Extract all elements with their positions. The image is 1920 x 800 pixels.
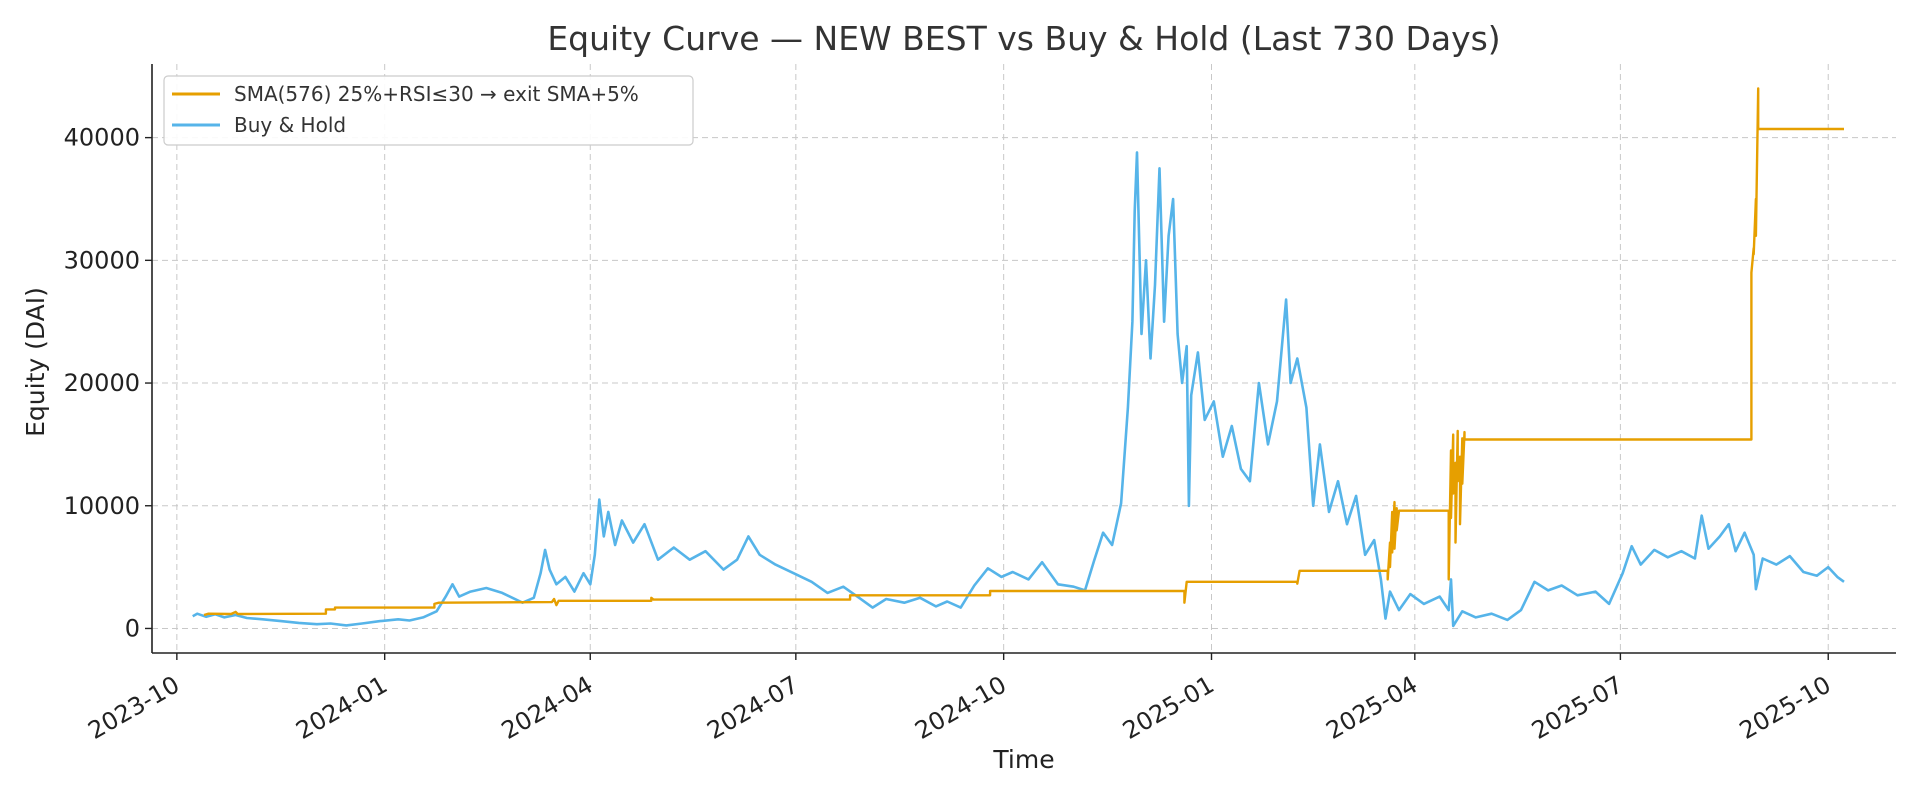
y-tick-label: 0 (125, 614, 140, 642)
legend-label-strategy: SMA(576) 25%+RSI≤30 → exit SMA+5% (234, 82, 639, 106)
y-tick-label: 20000 (64, 369, 140, 397)
plot-series (192, 87, 1845, 628)
y-tick-label: 10000 (64, 492, 140, 520)
x-tick-label: 2023-10 (83, 670, 184, 744)
x-tick-label: 2024-04 (497, 670, 598, 744)
chart-title: Equity Curve — NEW BEST vs Buy & Hold (L… (547, 19, 1500, 58)
y-tick-label: 40000 (64, 124, 140, 152)
x-tick-label: 2025-10 (1735, 670, 1836, 744)
legend: SMA(576) 25%+RSI≤30 → exit SMA+5% Buy & … (163, 75, 694, 146)
x-tick-label: 2025-04 (1321, 670, 1422, 744)
grid (152, 64, 1896, 653)
series-line-strategy (203, 87, 1844, 617)
x-tick-label: 2024-01 (291, 670, 392, 744)
x-tick-label: 2024-07 (702, 670, 803, 744)
y-axis-label: Equity (DAI) (21, 287, 50, 437)
y-tick-label: 30000 (64, 246, 140, 274)
axes (145, 64, 1896, 660)
x-tick-label: 2025-01 (1118, 670, 1219, 744)
legend-box (163, 75, 694, 146)
legend-label-buy-hold: Buy & Hold (234, 113, 346, 137)
x-axis-label: Time (992, 745, 1054, 774)
series-line-buy-hold (192, 151, 1845, 628)
x-tick-label: 2025-07 (1527, 670, 1628, 744)
tick-labels: 0 10000 20000 30000 40000 2023-10 2024-01 2024-… (64, 124, 1836, 745)
x-tick-label: 2024-10 (910, 670, 1011, 744)
